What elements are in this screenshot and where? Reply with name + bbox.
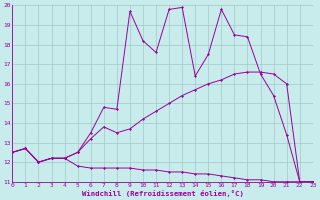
X-axis label: Windchill (Refroidissement éolien,°C): Windchill (Refroidissement éolien,°C) bbox=[82, 190, 244, 197]
